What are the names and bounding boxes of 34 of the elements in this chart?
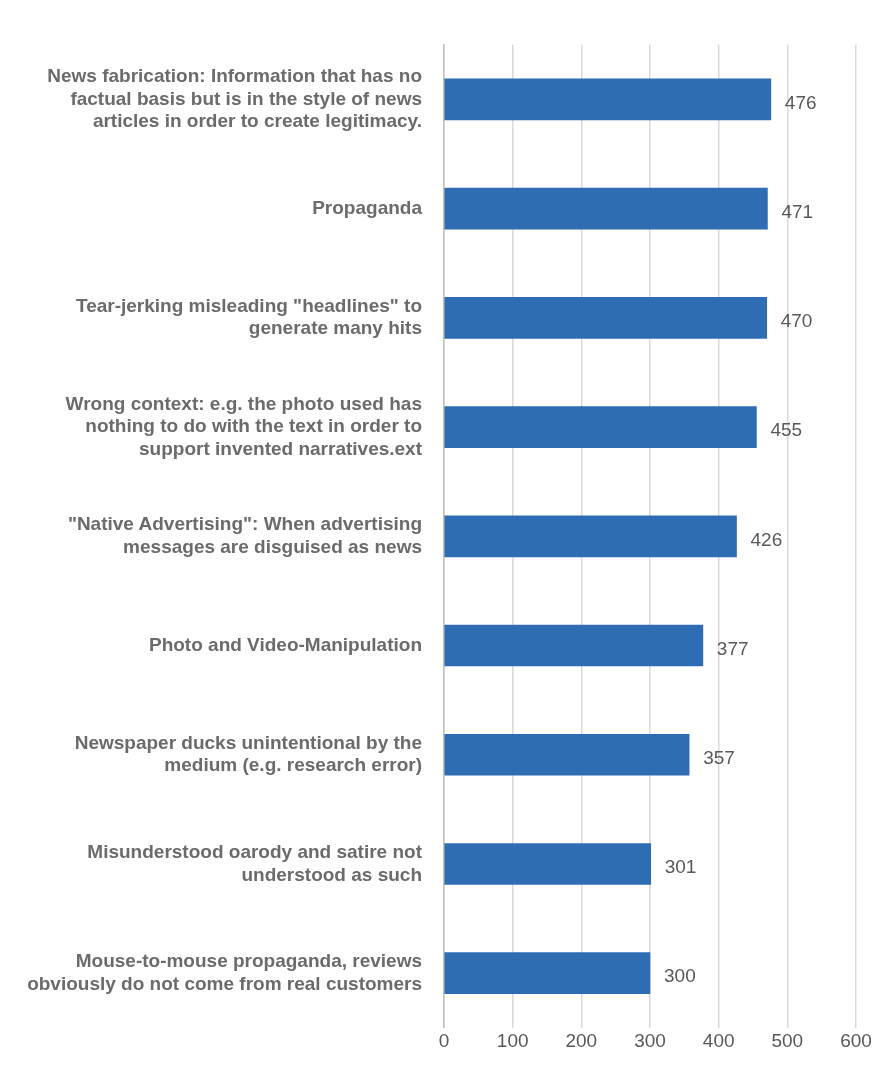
x-tick-label: 300	[634, 1030, 666, 1052]
y-tick-label: Misunderstood oarody and satire not understood as such	[87, 840, 423, 885]
bar	[444, 515, 737, 558]
data-label: 301	[664, 856, 697, 878]
data-label: 470	[780, 310, 813, 332]
data-label: 455	[770, 419, 803, 441]
bar	[444, 297, 768, 339]
bar	[444, 733, 690, 776]
y-tick-label: News fabrication: Information that has no factual basis but is in the style of news articles in order to create legitimacy.	[47, 64, 422, 132]
y-tick-label: Wrong context: e.g. the photo used has nothing to do with the text in order to support invented narratives.ext	[65, 392, 423, 460]
y-tick-label: Tear-jerking misleading "headlines" to generate many hits	[75, 294, 422, 339]
x-tick-label: 600	[840, 1030, 872, 1052]
x-tick-label: 200	[565, 1030, 598, 1052]
x-tick-label: 400	[702, 1030, 735, 1052]
data-label: 476	[784, 91, 817, 113]
bar	[444, 843, 652, 885]
data-label: 471	[781, 200, 814, 222]
bar	[444, 952, 651, 995]
data-label: 426	[750, 528, 783, 550]
x-tick-label: 500	[771, 1030, 804, 1052]
y-tick-label: Newspaper ducks unintentional by the medium (e.g. research error)	[74, 731, 422, 776]
y-tick-label: Mouse-to-mouse propaganda, reviews obviously do not come from real customers	[27, 950, 422, 994]
data-label: 300	[664, 965, 696, 987]
data-label: 357	[703, 746, 735, 768]
y-tick-label: "Native Advertising": When advertising messages are disguised as news	[67, 513, 422, 557]
y-tick-label: Photo and Video-Manipulation	[148, 633, 422, 655]
bar	[444, 624, 704, 667]
bar	[444, 406, 757, 448]
x-tick-label: 100	[496, 1030, 529, 1052]
data-label: 377	[716, 637, 749, 659]
x-tick-label: 0	[438, 1030, 450, 1052]
bar	[444, 78, 772, 121]
bar	[444, 187, 768, 230]
y-tick-label: Propaganda	[312, 196, 423, 218]
